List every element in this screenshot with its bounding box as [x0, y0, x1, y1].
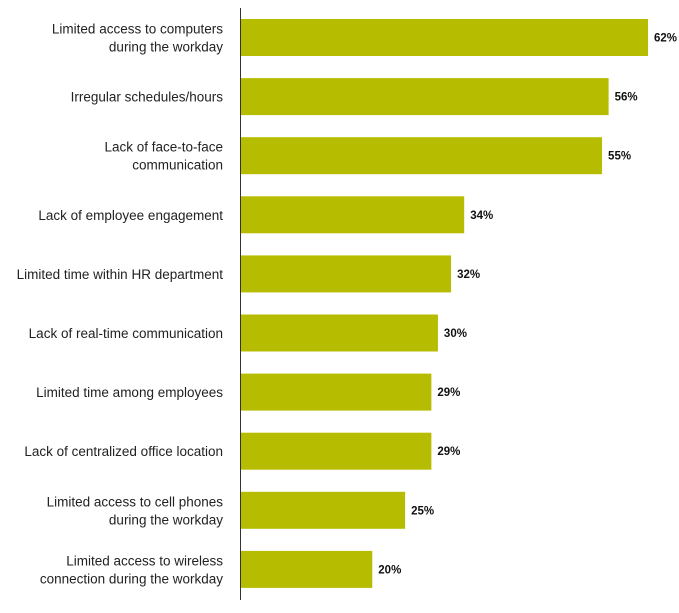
- category-label: Lack of real-time communication: [29, 326, 223, 341]
- category-label: Limited access to computers: [52, 22, 223, 37]
- category-label: Lack of employee engagement: [38, 208, 223, 223]
- bar: [241, 491, 406, 529]
- category-label: Limited time among employees: [36, 385, 223, 400]
- bar: [241, 373, 432, 411]
- category-label: Limited access to cell phones: [47, 494, 224, 509]
- category-label: during the workday: [109, 40, 223, 55]
- bar: [241, 78, 609, 116]
- data-label: 56%: [615, 92, 638, 104]
- data-label: 30%: [444, 328, 467, 340]
- bar: [241, 550, 373, 588]
- data-label: 55%: [608, 151, 631, 163]
- category-label: Limited time within HR department: [17, 267, 224, 282]
- data-label: 34%: [470, 210, 493, 222]
- data-label: 32%: [457, 269, 480, 281]
- bar: [241, 19, 648, 56]
- bar: [241, 432, 432, 470]
- category-label: Lack of centralized office location: [24, 444, 223, 459]
- category-label: communication: [132, 158, 223, 173]
- category-label: Irregular schedules/hours: [71, 90, 224, 105]
- category-label: during the workday: [109, 512, 223, 527]
- bar: [241, 137, 603, 175]
- data-label: 62%: [654, 33, 677, 45]
- data-label: 25%: [411, 505, 434, 517]
- category-label: connection during the workday: [40, 571, 223, 586]
- bar: [241, 255, 452, 293]
- bar: [241, 196, 465, 234]
- data-label: 29%: [437, 446, 460, 458]
- category-label: Lack of face-to-face: [104, 140, 223, 155]
- data-label: 20%: [378, 564, 401, 576]
- bar: [241, 314, 438, 352]
- category-label: Limited access to wireless: [66, 553, 223, 568]
- data-label: 29%: [437, 387, 460, 399]
